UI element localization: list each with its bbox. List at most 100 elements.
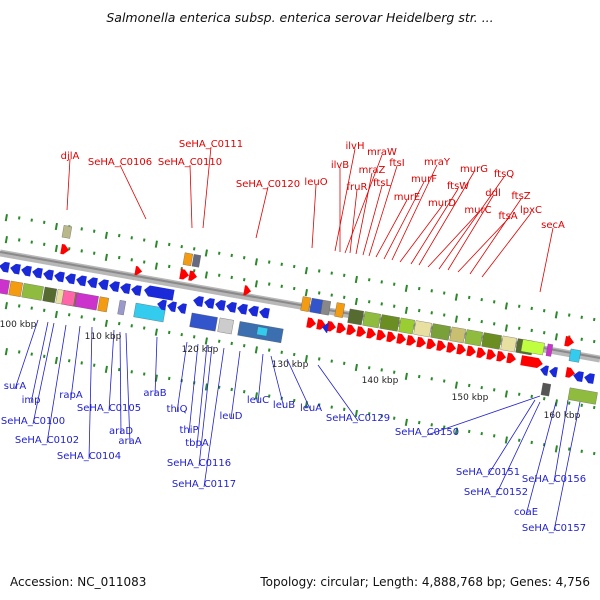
- scale-labels: 100 kbp 110 kbp 120 kbp 130 kbp 140 kbp 150 k…: [0, 320, 581, 421]
- gene-label: araD: [109, 426, 133, 437]
- tick-outer-top: [592, 317, 596, 322]
- feature-block: [379, 314, 400, 332]
- gene-arrow-forward: [456, 343, 466, 355]
- tick-outer-bottom: [30, 352, 33, 356]
- feature-block: [117, 300, 127, 316]
- gene-label: fruR: [347, 182, 368, 193]
- tick-outer-bottom: [342, 407, 346, 411]
- feature-block: [334, 302, 346, 318]
- label-leader-line: [202, 146, 212, 229]
- feature-blocks: [0, 225, 598, 405]
- gene-arrow-reverse: [0, 261, 10, 273]
- tick-outer-bottom: [367, 412, 371, 416]
- tick-outer-top: [554, 311, 558, 319]
- gene-label: SeHA_C0111: [179, 139, 243, 150]
- label-leader-lines: [14, 146, 581, 532]
- tick-inner-bottom: [254, 346, 258, 354]
- tick-inner-bottom: [180, 332, 183, 337]
- gene-arrow-forward: [179, 268, 189, 280]
- label-leader-line: [176, 341, 188, 413]
- label-leader-line: [447, 195, 494, 271]
- feature-block: [217, 317, 234, 335]
- feature-block: [0, 278, 11, 295]
- tick-outer-bottom: [292, 398, 296, 403]
- gene-label: SeHA_C0116: [167, 458, 231, 469]
- label-leader-line: [188, 343, 199, 434]
- tick-outer-top: [117, 233, 121, 238]
- gene-arrow-reverse: [177, 303, 187, 314]
- label-leader-line: [362, 185, 383, 256]
- tick-outer-bottom: [167, 376, 171, 381]
- gene-label: lpxC: [520, 205, 542, 216]
- tick-outer-bottom: [567, 447, 571, 451]
- tick-inner-bottom: [592, 405, 596, 410]
- tick-outer-bottom: [42, 354, 46, 358]
- tick-inner-top: [92, 251, 96, 255]
- feature-block: [320, 299, 332, 316]
- gene-label: ftsZ: [511, 191, 530, 202]
- gene-arrow-reverse: [65, 273, 76, 285]
- gene-label: coaE: [514, 507, 538, 518]
- gene-label: secA: [541, 220, 565, 231]
- gene-label: leuA: [300, 403, 322, 414]
- label-leader-line: [30, 321, 49, 404]
- gene-arrow-reverse: [573, 371, 584, 382]
- tick-inner-top: [17, 238, 21, 242]
- gene-arrow-forward: [565, 367, 575, 378]
- tick-inner-top: [580, 337, 583, 341]
- gene-label: ftsI: [389, 158, 404, 169]
- gene-arrow-forward: [396, 333, 406, 344]
- tick-outer-bottom: [417, 420, 421, 425]
- tick-inner-bottom: [204, 337, 208, 345]
- tick-outer-top: [42, 220, 46, 224]
- label-leader-line: [410, 188, 459, 265]
- tick-outer-top: [280, 262, 283, 266]
- tick-inner-bottom: [530, 394, 533, 399]
- tick-outer-top: [317, 269, 321, 273]
- label-leader-line: [317, 364, 359, 422]
- feature-block: [362, 311, 381, 329]
- gene-arrow-reverse: [167, 301, 177, 313]
- tick-outer-bottom: [592, 451, 596, 456]
- tick-inner-top: [254, 280, 258, 288]
- gene-arrow-forward: [346, 324, 356, 336]
- gene-arrow-forward: [406, 335, 416, 346]
- gene-label: ftsQ: [494, 169, 514, 180]
- tick-inner-bottom: [480, 385, 483, 390]
- gene-label: leuB: [273, 400, 295, 411]
- tick-outer-bottom: [17, 350, 21, 354]
- tick-outer-top: [492, 300, 496, 304]
- label-leader-line: [553, 401, 581, 532]
- tick-inner-bottom: [392, 370, 396, 374]
- label-leader-line: [383, 181, 425, 260]
- gene-label: leuO: [304, 177, 327, 188]
- tick-outer-bottom: [392, 416, 396, 420]
- gene-arrow-reverse: [76, 275, 87, 287]
- tick-inner-bottom: [267, 348, 271, 352]
- tick-inner-bottom: [567, 401, 571, 405]
- label-leader-line: [481, 212, 532, 278]
- gene-arrow-forward: [188, 270, 198, 281]
- feature-block: [42, 286, 57, 303]
- tick-inner-bottom: [242, 344, 246, 348]
- label-leader-line: [334, 148, 356, 252]
- gene-label: ftsL: [373, 178, 391, 189]
- tick-inner-top: [380, 302, 383, 306]
- tick-inner-bottom: [492, 388, 496, 392]
- gene-arrow-forward: [243, 285, 252, 296]
- tick-outer-bottom: [430, 423, 433, 427]
- tick-outer-top: [254, 258, 258, 266]
- gene-arrow-forward: [476, 347, 486, 358]
- tick-inner-bottom: [92, 317, 96, 321]
- gene-arrow-forward: [506, 352, 516, 364]
- tick-inner-top: [167, 264, 171, 269]
- label-leader-line: [270, 355, 285, 409]
- tick-inner-bottom: [580, 403, 583, 407]
- gene-arrow-forward: [60, 243, 70, 255]
- gene-arrow-reverse: [237, 303, 248, 315]
- label-leader-line: [368, 165, 398, 257]
- label-leader-line: [32, 322, 55, 425]
- feature-block: [464, 329, 483, 347]
- tick-outer-top: [354, 275, 358, 284]
- gene-label: SeHA_C0156: [522, 474, 586, 485]
